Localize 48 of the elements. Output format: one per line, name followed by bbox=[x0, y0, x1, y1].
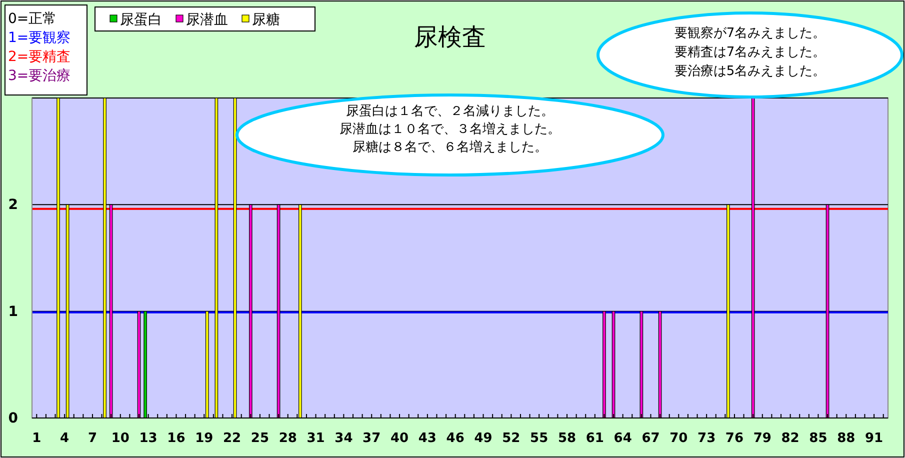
annotation: 尿潜血は１０名で、３名増えました。 bbox=[340, 121, 560, 137]
x-tick-label: 76 bbox=[725, 430, 744, 446]
x-tick-label: 16 bbox=[167, 430, 186, 446]
x-tick-label: 4 bbox=[60, 430, 70, 446]
text: 要精査は7名みえました。 bbox=[674, 45, 826, 60]
x-tick-label: 31 bbox=[306, 430, 325, 446]
x-tick-label: 10 bbox=[111, 430, 130, 446]
x-tick-label: 55 bbox=[530, 430, 548, 446]
x-tick-label: 88 bbox=[837, 430, 856, 446]
x-tick-label: 70 bbox=[670, 430, 688, 446]
x-tick-label: 40 bbox=[390, 430, 409, 446]
x-tick-label: 22 bbox=[222, 430, 242, 446]
x-tick-label: 13 bbox=[139, 430, 158, 446]
legend-label: 尿蛋白 bbox=[120, 12, 162, 28]
x-tick-label: 64 bbox=[614, 430, 632, 446]
annotation: 尿糖は８名で、６名増えました。 bbox=[352, 139, 548, 155]
text: 1=要観察 bbox=[8, 30, 71, 46]
x-tick-label: 19 bbox=[195, 430, 214, 446]
x-tick-label: 7 bbox=[88, 430, 97, 446]
x-tick-label: 1 bbox=[32, 430, 42, 446]
x-tick-label: 61 bbox=[586, 430, 604, 446]
x-tick-label: 85 bbox=[809, 430, 828, 446]
y-tick-label: 1 bbox=[8, 304, 18, 320]
annotation: 尿蛋白は１名で、２名減りました。 bbox=[346, 104, 554, 119]
x-tick-label: 25 bbox=[250, 430, 270, 446]
text: 2=要精査 bbox=[8, 49, 71, 65]
y-tick-label: 0 bbox=[8, 410, 18, 426]
text: 0=正常 bbox=[8, 11, 57, 27]
x-tick-label: 58 bbox=[558, 430, 576, 446]
x-tick-label: 49 bbox=[474, 430, 492, 446]
chart-title: 尿検査 bbox=[414, 23, 486, 51]
x-tick-label: 82 bbox=[781, 430, 800, 446]
legend-label: 尿潜血 bbox=[186, 12, 228, 28]
x-tick-label: 91 bbox=[864, 430, 884, 446]
text: 要治療は5名みえました。 bbox=[674, 64, 826, 79]
x-tick-label: 73 bbox=[698, 430, 716, 446]
x-tick-label: 52 bbox=[502, 430, 520, 446]
x-tick-label: 79 bbox=[753, 430, 772, 446]
x-tick-label: 43 bbox=[418, 430, 436, 446]
y-tick-label: 2 bbox=[8, 197, 18, 214]
legend-label: 尿糖 bbox=[252, 12, 280, 28]
x-tick-label: 28 bbox=[278, 430, 297, 446]
x-tick-label: 34 bbox=[334, 430, 353, 446]
x-tick-label: 37 bbox=[362, 430, 381, 446]
x-tick-label: 67 bbox=[642, 430, 660, 446]
text: 3=要治療 bbox=[8, 68, 71, 84]
text: 要観察が7名みえました。 bbox=[674, 25, 826, 41]
x-tick-label: 46 bbox=[446, 430, 464, 446]
